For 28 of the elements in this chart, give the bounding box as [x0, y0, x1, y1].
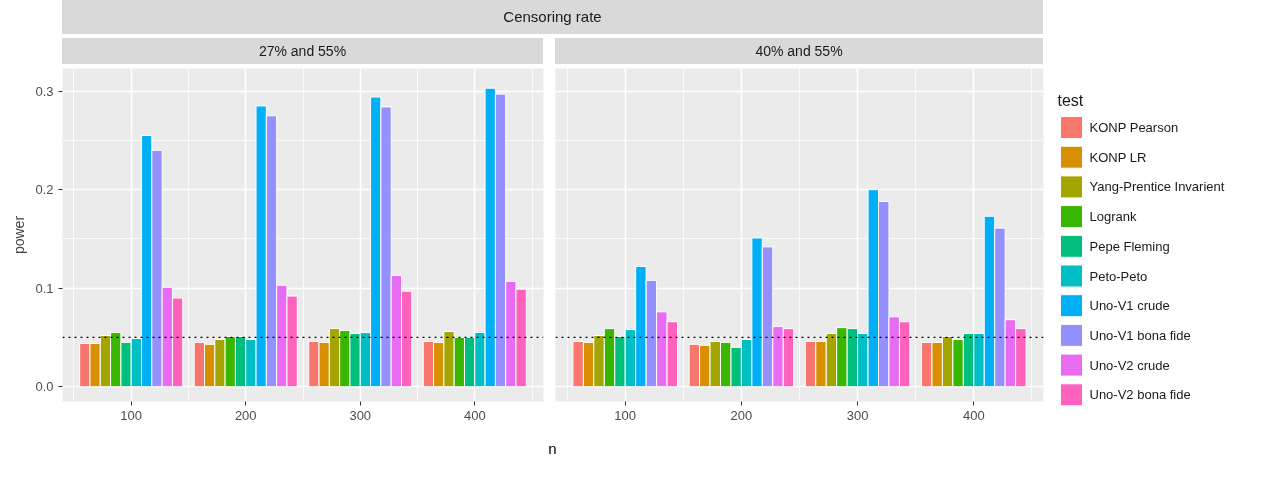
x-tick-label: 300 [349, 407, 372, 423]
x-tick-label: 100 [120, 407, 143, 423]
x-axis-title: n [548, 439, 557, 459]
legend-label: Pepe Fleming [1089, 238, 1170, 254]
y-axis-title: power [11, 215, 28, 255]
legend-title: test [1057, 92, 1084, 109]
legend-label: KONP LR [1089, 149, 1147, 165]
y-tick-label: 0.2 [35, 182, 54, 198]
chart-title: 40% and 55% [755, 42, 843, 61]
text: Censoring rate [503, 7, 602, 27]
y-tick-label: 0.1 [35, 280, 54, 296]
x-tick-label: 400 [463, 407, 486, 423]
x-tick-label: 100 [614, 407, 637, 423]
y-tick-label: 0.0 [35, 379, 54, 395]
legend-label: Uno-V2 bona fide [1089, 387, 1191, 403]
legend-label: Peto-Peto [1089, 268, 1148, 284]
legend-label: Yang-Prentice Invarient [1089, 179, 1225, 195]
legend-label: Uno-V1 crude [1089, 298, 1170, 314]
legend-label: Uno-V2 crude [1089, 357, 1170, 373]
y-tick-label: 0.3 [35, 83, 54, 99]
x-tick-label: 400 [962, 407, 985, 423]
legend-label: KONP Pearson [1089, 120, 1179, 135]
legend-label: Uno-V1 bona fide [1089, 327, 1191, 343]
x-tick-label: 200 [234, 407, 257, 423]
chart-title: 27% and 55% [258, 42, 347, 61]
x-tick-label: 300 [846, 407, 869, 423]
x-tick-label: 200 [730, 407, 753, 423]
legend-label: Logrank [1089, 209, 1137, 225]
